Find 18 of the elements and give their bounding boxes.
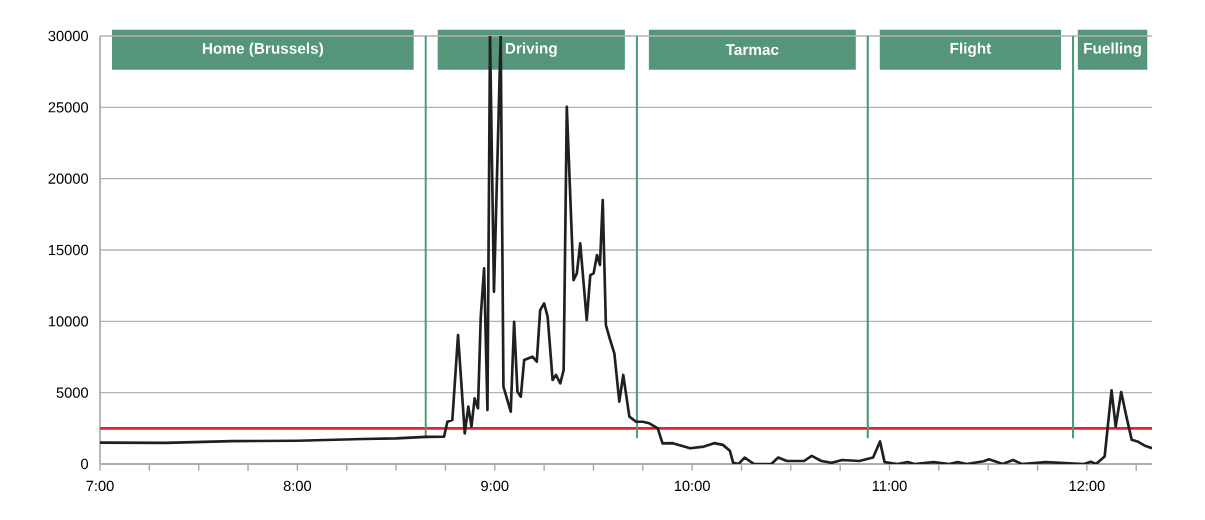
y-tick-label: 25000	[48, 102, 89, 113]
x-tick-label: 11:00	[872, 480, 907, 492]
annotation: Fuelling	[1084, 42, 1141, 57]
y-tick-label: 5000	[56, 387, 89, 398]
y-tick-label: 10000	[48, 316, 89, 327]
x-tick-label: 8:00	[283, 480, 312, 492]
y-tick-label: 15000	[48, 244, 89, 256]
annotation: Flight	[950, 42, 992, 57]
x-tick-label: 7:00	[86, 480, 114, 492]
x-tick-label: 12:00	[1069, 480, 1105, 492]
annotation: Home (Brussels)	[202, 42, 323, 57]
annotation: Tarmac	[725, 44, 779, 56]
y-tick-label: 30000	[48, 30, 89, 42]
x-tick-label: 10:00	[674, 480, 710, 492]
x-tick-label: 9:00	[481, 480, 509, 492]
y-tick-label: 20000	[48, 173, 89, 184]
y-tick-label: 0	[81, 458, 89, 470]
annotation: Driving	[505, 42, 557, 57]
